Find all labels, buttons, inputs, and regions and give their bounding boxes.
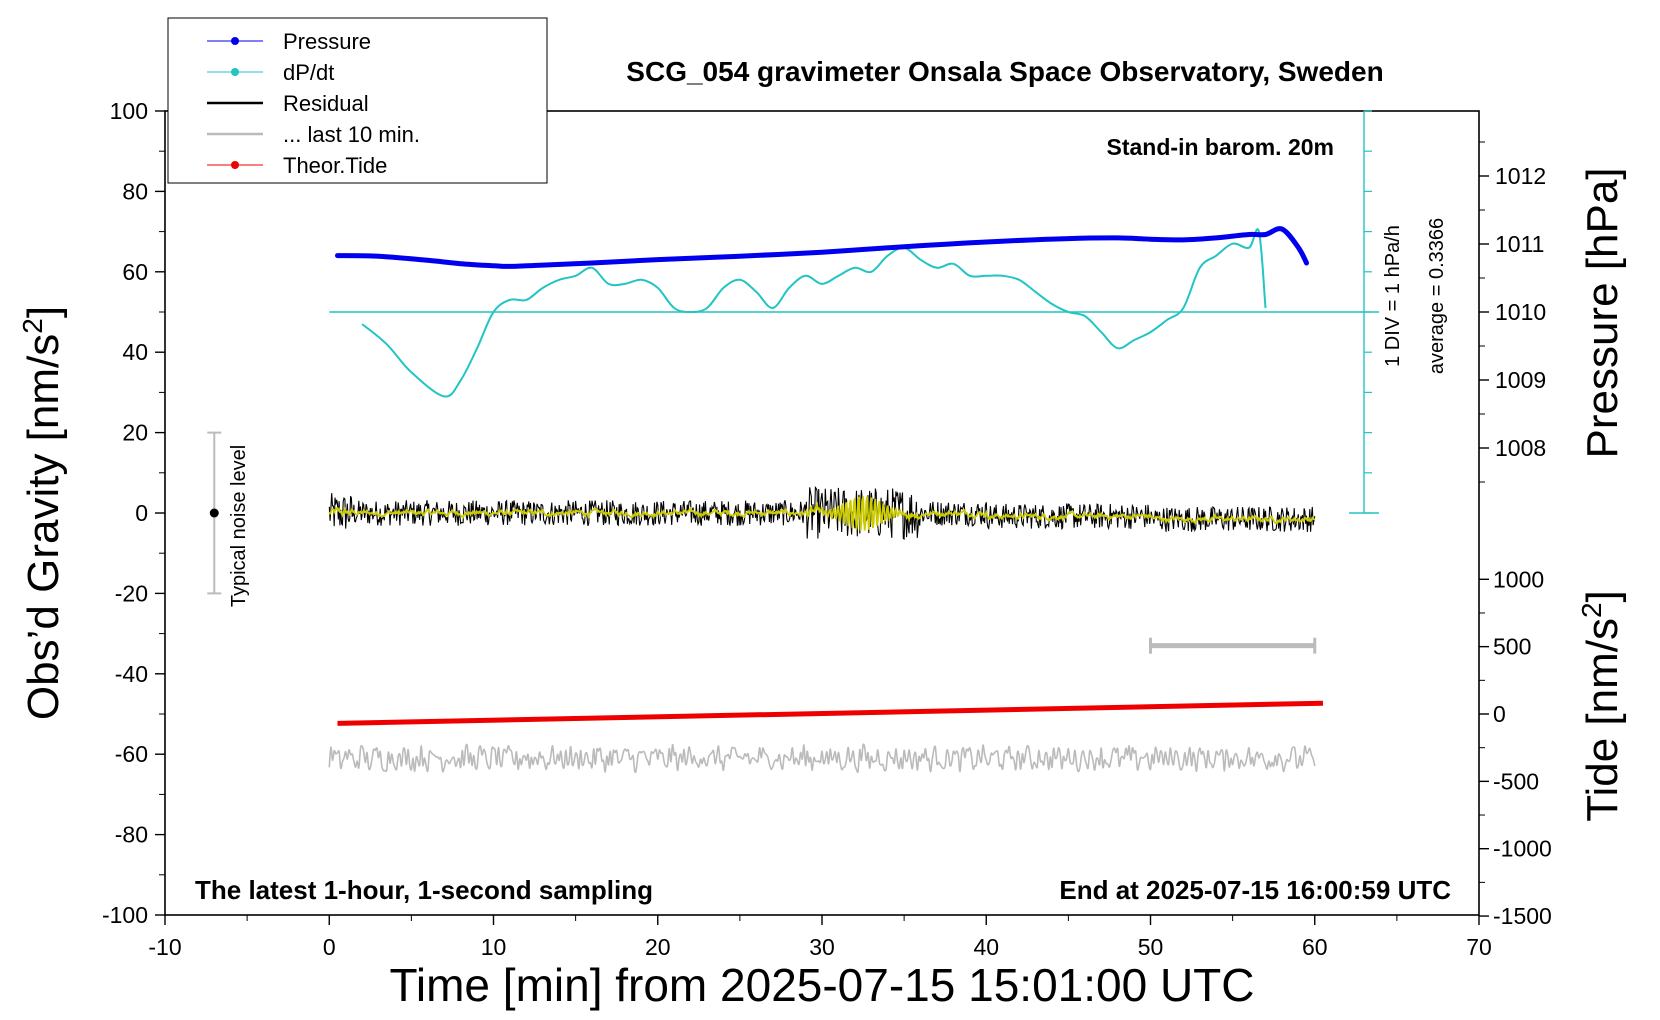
noise-trace-line (328, 743, 1316, 774)
y-tick-label: 80 (122, 178, 148, 204)
legend-label-1: dP/dt (283, 60, 334, 85)
y-tick-label: -80 (115, 822, 148, 848)
x-tick-label: 10 (481, 934, 507, 960)
pressure-tick-label: 1010 (1495, 299, 1546, 325)
x-axis-title: Time [min] from 2025-07-15 15:01:00 UTC (390, 959, 1255, 1011)
y-tick-label: 40 (122, 339, 148, 365)
tide-line (337, 700, 1324, 726)
x-tick-label: 50 (1138, 934, 1164, 960)
y-tick-label: -20 (115, 580, 148, 606)
series-layer (207, 226, 1324, 774)
y-tick-label: 20 (122, 420, 148, 446)
y-axis-title-left-close: ] (19, 306, 68, 318)
pressure-tick-label: 1009 (1495, 367, 1546, 393)
chart-title: SCG_054 gravimeter Onsala Space Observat… (626, 56, 1383, 87)
x-tick-label: -10 (148, 934, 181, 960)
legend-label-0: Pressure (283, 29, 371, 54)
dpdt-axis (329, 110, 1380, 514)
noise-level-label: Typical noise level (228, 445, 250, 607)
pressure-line (335, 226, 1309, 269)
y-axis-title-left-main: Obs’d Gravity [nm/s (19, 334, 68, 720)
pressure-tick-label: 1011 (1495, 231, 1544, 257)
legend-label-4: Theor.Tide (283, 153, 387, 178)
average-label: average = 0.3366 (1426, 218, 1448, 374)
axis-ticks: -10 0 10 20 30 40 50 60 70-100-80-60-40-20020406… (102, 98, 1552, 960)
tide-tick-label: -1500 (1493, 903, 1552, 929)
dpdt-line (361, 228, 1267, 398)
tide-tick-label: -1000 (1493, 836, 1552, 862)
y-tick-label: 100 (110, 98, 148, 124)
tide-tick-label: -500 (1493, 768, 1539, 794)
y-tick-label: 60 (122, 259, 148, 285)
x-tick-label: 30 (809, 934, 835, 960)
legend: Pressure dP/dt Residual ... last 10 min. The… (167, 17, 548, 184)
pressure-tick-label: 1008 (1495, 435, 1546, 461)
tide-tick-label: 0 (1493, 701, 1506, 727)
x-tick-label: 60 (1302, 934, 1328, 960)
y-axis-title-left: Obs’d Gravity [nm/s2] (17, 306, 68, 720)
legend-label-3: ... last 10 min. (283, 122, 420, 147)
y-axis-title-tide-close: ] (1578, 590, 1627, 602)
legend-marker-1 (231, 68, 239, 76)
y-axis-title-pressure: Pressure [hPa] (1578, 167, 1627, 458)
legend-label-2: Residual (283, 91, 369, 116)
x-tick-label: 20 (645, 934, 671, 960)
y-axis-title-tide: Tide [nm/s2] (1576, 590, 1627, 822)
y-tick-label: -100 (102, 902, 148, 928)
x-tick-label: 0 (323, 934, 336, 960)
legend-marker-4 (231, 161, 239, 169)
y-tick-label: -40 (115, 661, 148, 687)
residual-smooth-line (328, 496, 1316, 531)
y-tick-label: 0 (135, 500, 148, 526)
bottom-right-annotation: End at 2025-07-15 16:00:59 UTC (1059, 875, 1451, 905)
y-axis-title-tide-main: Tide [nm/s (1578, 618, 1627, 822)
x-tick-label: 70 (1466, 934, 1492, 960)
y-axis-title-left-sup: 2 (17, 318, 48, 334)
pressure-tick-label: 1012 (1495, 163, 1546, 189)
bottom-left-annotation: The latest 1-hour, 1-second sampling (195, 875, 653, 905)
tide-tick-label: 1000 (1493, 566, 1544, 592)
div-scale-label: 1 DIV = 1 hPa/h (1382, 225, 1404, 367)
legend-box (167, 17, 548, 184)
y-axis-title-tide-sup: 2 (1576, 602, 1607, 618)
x-tick-label: 40 (973, 934, 999, 960)
tide-tick-label: 500 (1493, 634, 1531, 660)
noise-bar-center (209, 508, 219, 518)
y-tick-label: -60 (115, 741, 148, 767)
stand-in-barometer-label: Stand-in barom. 20m (1107, 134, 1334, 160)
legend-marker-0 (231, 37, 239, 45)
